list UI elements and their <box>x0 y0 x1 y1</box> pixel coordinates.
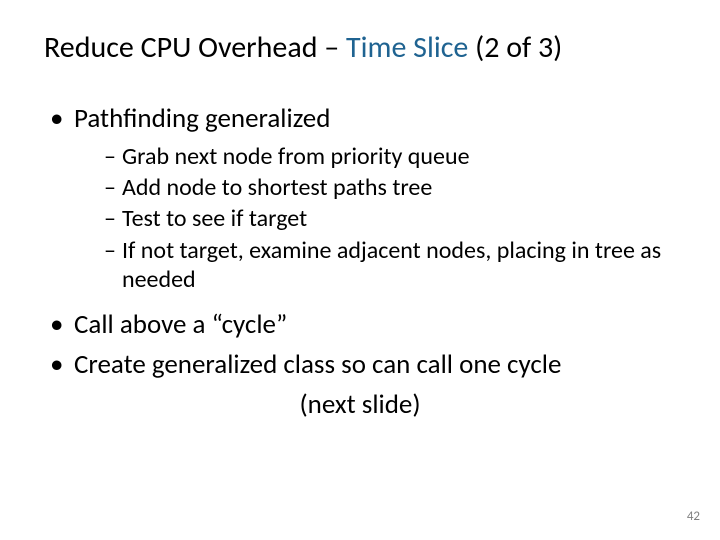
sub-bullet: If not target, examine adjacent nodes, p… <box>44 236 676 295</box>
bullet-cycle: Call above a “cycle” <box>44 308 676 342</box>
bullet-text: Call above a “cycle” <box>74 308 287 341</box>
bullet-create-class: Create generalized class so can call one… <box>44 348 676 382</box>
title-part1: Reduce CPU Overhead <box>44 29 324 66</box>
sub-bullet: Test to see if target <box>44 204 676 233</box>
continuation-text: (next slide) <box>299 388 420 421</box>
slide: Reduce CPU Overhead – Time Slice (2 of 3… <box>0 0 720 540</box>
sub-bullet-text: If not target, examine adjacent nodes, p… <box>122 236 661 294</box>
bullet-pathfinding: Pathfinding generalized <box>44 102 676 136</box>
page-number: 42 <box>687 509 700 524</box>
bullet-continuation: (next slide) <box>44 388 676 422</box>
sub-bullet: Grab next node from priority queue <box>44 142 676 171</box>
sub-bullet: Add node to shortest paths tree <box>44 173 676 202</box>
title-part2: (2 of 3) <box>468 29 562 66</box>
bullet-text: Pathfinding generalized <box>74 102 330 135</box>
sub-bullet-text: Add node to shortest paths tree <box>122 173 432 202</box>
sub-bullet-text: Test to see if target <box>122 204 307 233</box>
title-accent: Time Slice <box>346 29 468 66</box>
slide-title: Reduce CPU Overhead – Time Slice (2 of 3… <box>44 30 676 66</box>
sub-bullet-text: Grab next node from priority queue <box>122 142 470 171</box>
title-sep: – <box>324 29 346 66</box>
sub-bullets: Grab next node from priority queue Add n… <box>44 142 676 294</box>
bullet-text: Create generalized class so can call one… <box>74 348 561 381</box>
